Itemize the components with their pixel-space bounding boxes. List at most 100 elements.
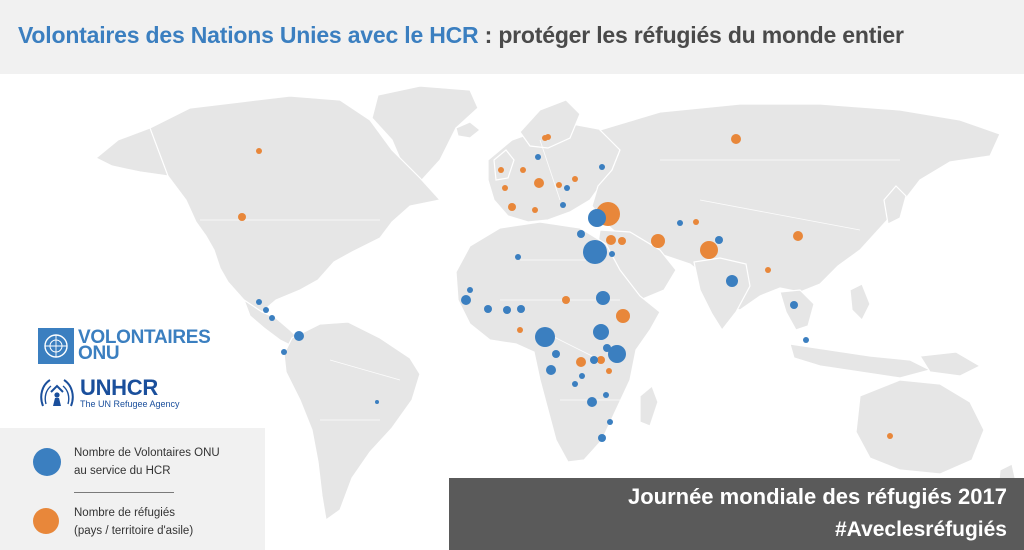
iceland-shape (455, 121, 481, 139)
volunteer-marker (572, 381, 578, 387)
volunteer-marker (598, 434, 606, 442)
volunteer-marker (607, 419, 613, 425)
unhcr-subtitle: The UN Refugee Agency (80, 399, 180, 409)
volunteer-marker (564, 185, 570, 191)
volunteer-marker (281, 349, 287, 355)
volunteer-marker (588, 209, 606, 227)
scandinavia-shape (519, 99, 581, 149)
southeast-asia-shape (779, 289, 815, 331)
volunteer-marker (609, 251, 615, 257)
australia-shape (855, 379, 985, 475)
legend-volunteers-swatch (33, 448, 61, 476)
volunteer-marker (590, 356, 598, 364)
refugee-marker (693, 219, 699, 225)
legend-volunteers-line1: Nombre de Volontaires ONU (74, 447, 220, 459)
volunteer-marker (587, 397, 597, 407)
volunteer-marker (515, 254, 521, 260)
volunteer-marker (535, 327, 555, 347)
unhcr-name: UNHCR (80, 375, 158, 400)
volunteer-marker (603, 392, 609, 398)
border-line (329, 359, 401, 381)
border-line (539, 139, 561, 201)
legend-refugees-line1: Nombre de réfugiés (74, 507, 175, 519)
madagascar-shape (639, 384, 659, 427)
refugee-marker (238, 213, 246, 221)
refugee-marker (572, 176, 578, 182)
volunteer-marker (375, 400, 379, 404)
page-title: Volontaires des Nations Unies avec le HC… (18, 22, 904, 49)
volunteer-marker (461, 295, 471, 305)
legend-volunteers-line2: au service du HCR (74, 465, 171, 477)
alaska-shape (94, 127, 169, 177)
volunteer-marker (579, 373, 585, 379)
volunteer-marker (263, 307, 269, 313)
refugee-marker (793, 231, 803, 241)
volunteer-marker (583, 240, 607, 264)
japan-shape (883, 185, 907, 225)
volunteer-marker (467, 287, 473, 293)
unv-logo: VOLONTAIRES ONU (38, 328, 211, 364)
event-banner: Journée mondiale des réfugiés 2017 #Avec… (449, 478, 1024, 550)
refugee-marker (618, 237, 626, 245)
refugee-marker (498, 167, 504, 173)
volunteer-marker (256, 299, 262, 305)
map-legend: Nombre de Volontaires ONU au service du … (0, 428, 265, 550)
india-shape (693, 257, 751, 332)
title-separator: : (478, 22, 499, 48)
south-america-shape (283, 321, 421, 522)
refugee-marker (731, 134, 741, 144)
country-borders (200, 139, 900, 421)
volunteer-marker (726, 275, 738, 287)
refugee-marker (700, 241, 718, 259)
unhcr-emblem-icon (40, 379, 74, 407)
volunteer-marker (596, 291, 610, 305)
volunteer-marker (715, 236, 723, 244)
volunteer-marker (803, 337, 809, 343)
refugee-marker (606, 368, 612, 374)
unhcr-logo: UNHCR The UN Refugee Agency (38, 376, 180, 410)
unv-name-line2: ONU (78, 343, 120, 364)
header-bar: Volontaires des Nations Unies avec le HC… (0, 0, 1024, 74)
un-emblem-icon (38, 328, 74, 364)
title-part-blue: Volontaires des Nations Unies avec le HC… (18, 22, 479, 48)
volunteer-marker (608, 345, 626, 363)
event-title: Journée mondiale des réfugiés 2017 (627, 484, 1007, 509)
volunteer-marker (577, 230, 585, 238)
philippines-shape (849, 283, 871, 322)
refugee-marker (887, 433, 893, 439)
volunteer-marker (677, 220, 683, 226)
volunteer-marker (269, 315, 275, 321)
refugee-marker (532, 207, 538, 213)
volunteer-marker (560, 202, 566, 208)
refugee-marker (597, 356, 605, 364)
new-guinea-shape (918, 351, 982, 377)
volunteer-marker (517, 305, 525, 313)
refugee-marker (508, 203, 516, 211)
refugee-marker (576, 357, 586, 367)
refugee-marker (562, 296, 570, 304)
refugee-marker (765, 267, 771, 273)
event-hashtag: #Aveclesréfugiés (835, 518, 1007, 541)
refugee-marker (502, 185, 508, 191)
border-line (699, 199, 861, 231)
volunteer-marker (294, 331, 304, 341)
refugee-marker (651, 234, 665, 248)
volunteer-marker (593, 324, 609, 340)
legend-refugees-line2: (pays / territoire d'asile) (74, 525, 194, 537)
refugee-marker (606, 235, 616, 245)
volunteer-marker (484, 305, 492, 313)
volunteer-marker (790, 301, 798, 309)
volunteer-marker (503, 306, 511, 314)
world-map-svg (94, 85, 1017, 522)
legend-refugees-swatch (33, 508, 59, 534)
unv-wordmark: VOLONTAIRES ONU (78, 327, 211, 364)
volunteer-marker (552, 350, 560, 358)
refugee-marker (616, 309, 630, 323)
volunteer-marker (546, 365, 556, 375)
uk-shape (493, 149, 515, 181)
unv-name-line1: VOLONTAIRES (78, 327, 211, 348)
refugee-marker (520, 167, 526, 173)
refugee-marker (542, 135, 548, 141)
land-masses (94, 85, 1017, 522)
volunteer-marker (603, 344, 611, 352)
